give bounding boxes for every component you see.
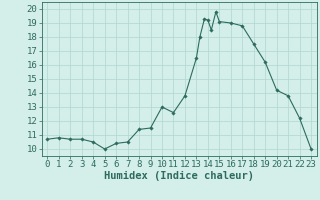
X-axis label: Humidex (Indice chaleur): Humidex (Indice chaleur): [104, 171, 254, 181]
